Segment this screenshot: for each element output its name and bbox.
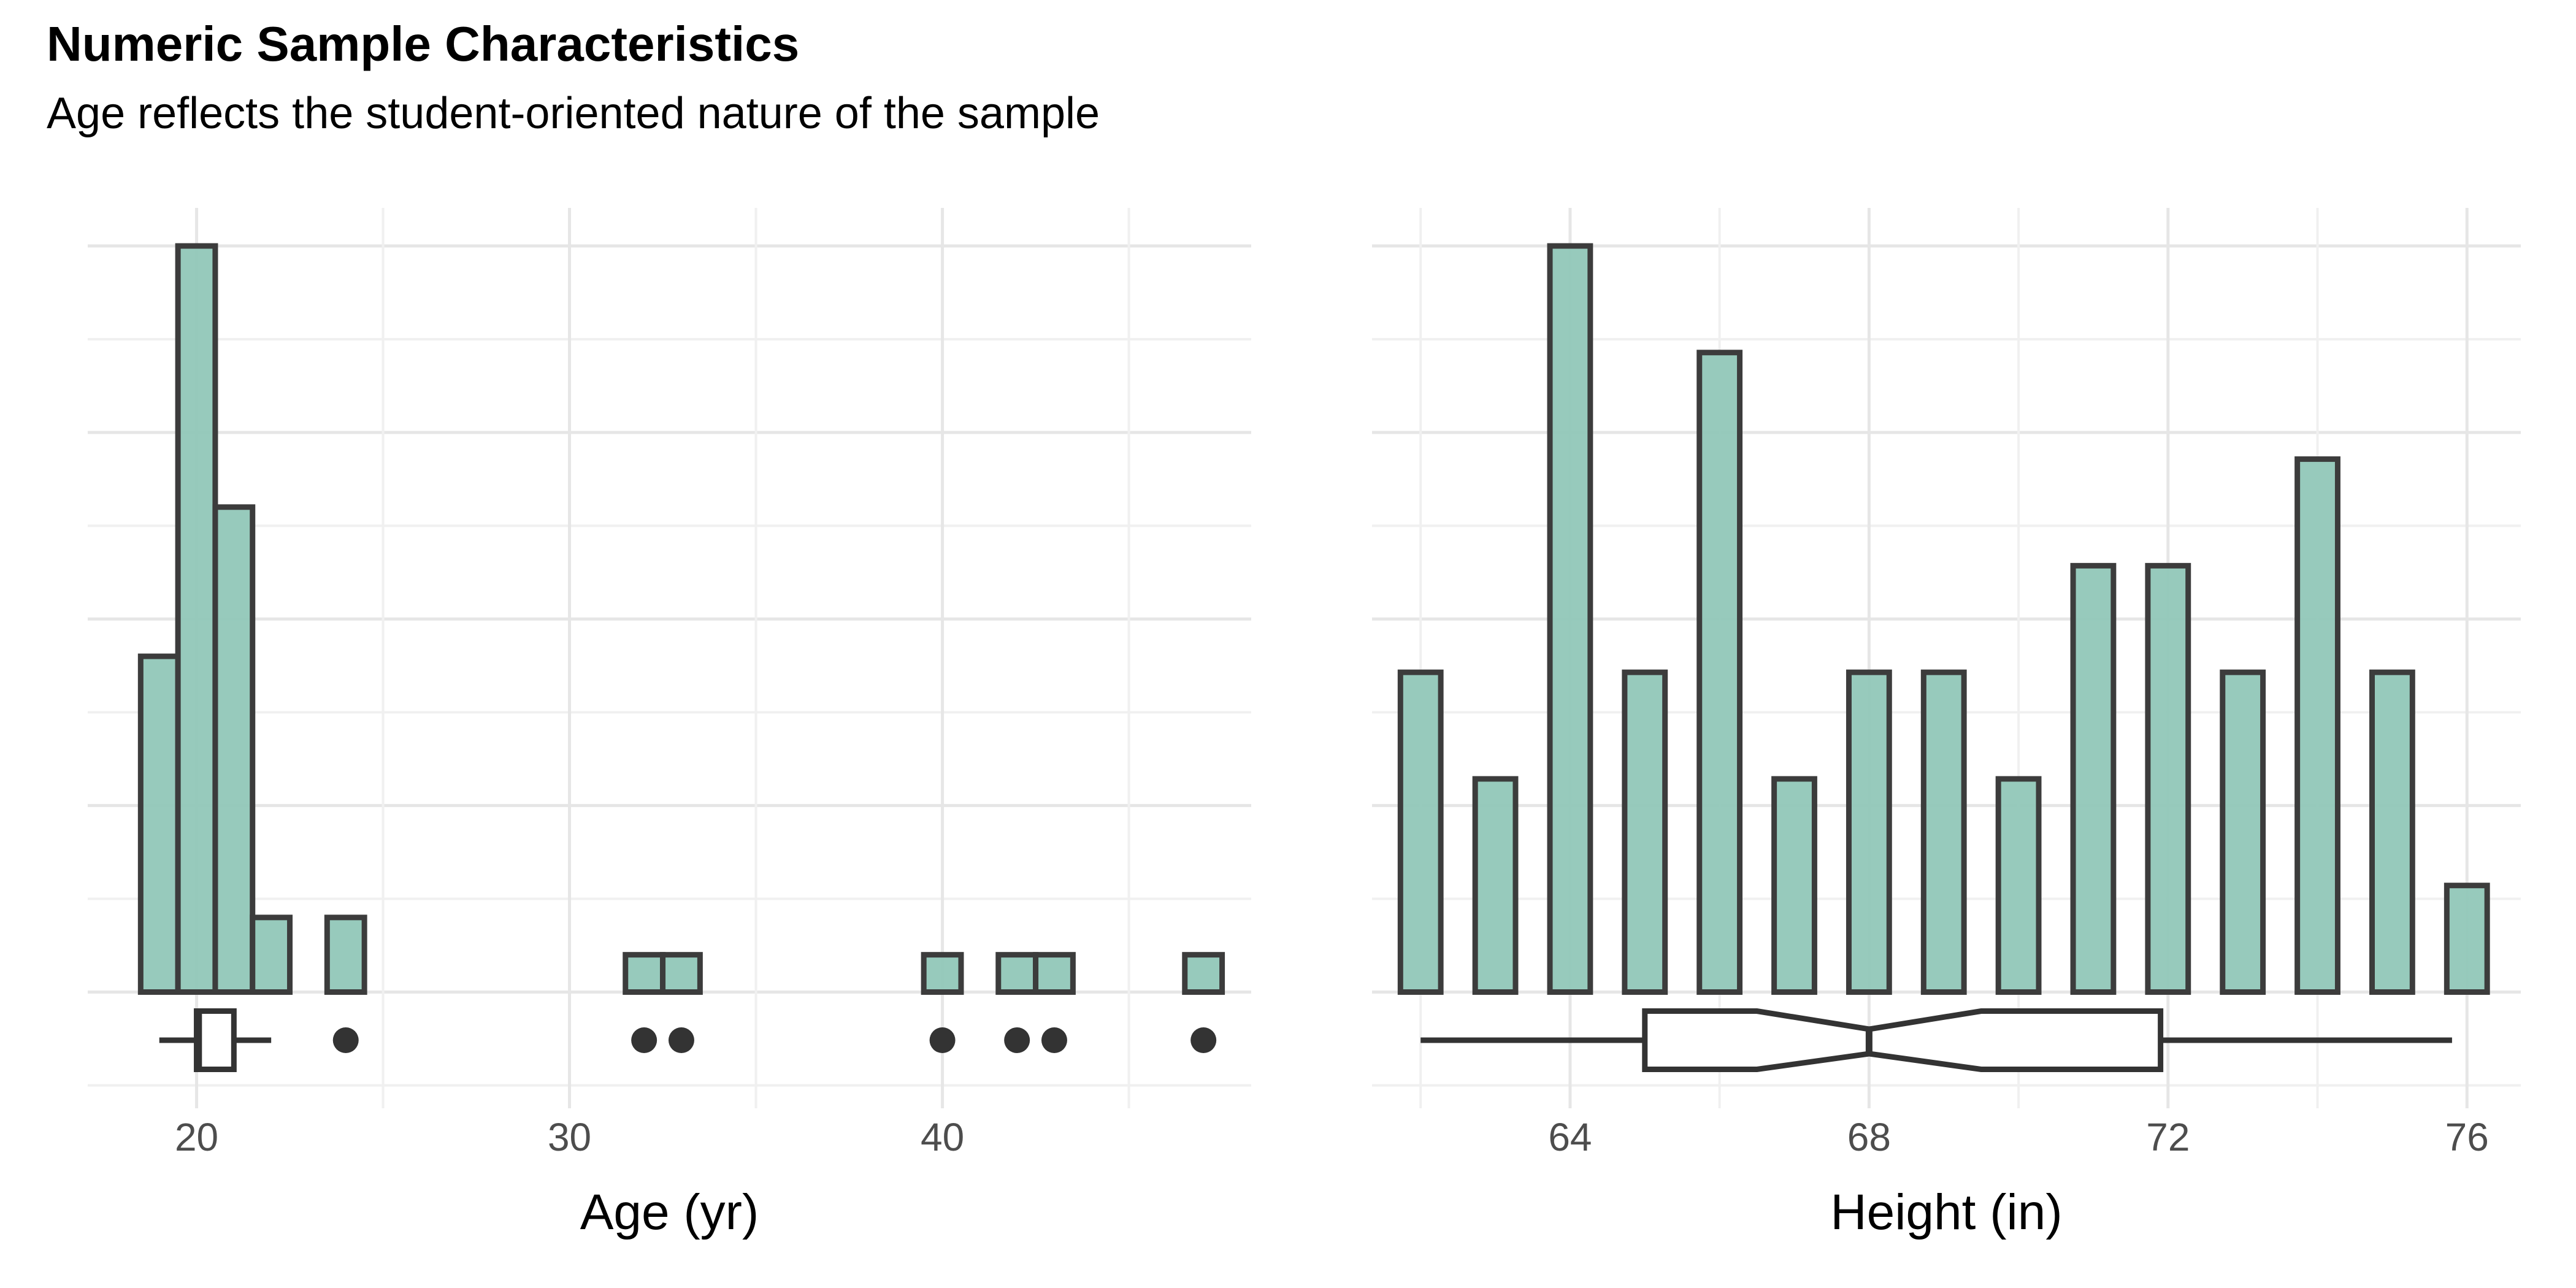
age-boxplot-outlier-dot	[1190, 1027, 1217, 1053]
chart-title: Numeric Sample Characteristics	[47, 17, 800, 71]
age-histogram-bar	[212, 504, 256, 995]
height-histogram-bar	[2145, 562, 2191, 995]
age-histogram-bar	[250, 914, 293, 995]
age-boxplot-outlier-dot	[332, 1027, 359, 1053]
age-histogram-bar	[995, 952, 1039, 995]
height-histogram-bar	[1472, 776, 1519, 995]
height-x-tick-label: 68	[1847, 1115, 1891, 1159]
age-x-axis-title: Age (yr)	[580, 1184, 759, 1240]
age-x-tick-label: 20	[175, 1115, 218, 1159]
height-x-axis-title: Height (in)	[1830, 1184, 2062, 1240]
age-histogram-bar	[660, 952, 703, 995]
height-histogram-bar	[1547, 243, 1593, 995]
age-histogram-bar	[175, 243, 218, 995]
height-histogram-bar	[1771, 776, 1817, 995]
height-x-tick-label: 72	[2146, 1115, 2190, 1159]
height-histogram-bar	[2220, 669, 2266, 995]
age-boxplot-outlier-dot	[1004, 1027, 1030, 1053]
age-boxplot-box	[194, 1008, 237, 1072]
age-boxplot-outlier-dot	[929, 1027, 956, 1053]
age-histogram-bar	[324, 914, 367, 995]
height-histogram-bar	[1696, 350, 1743, 995]
height-histogram-bar	[1622, 669, 1668, 995]
age-x-tick-label: 30	[548, 1115, 591, 1159]
age-histogram-bar	[137, 653, 181, 995]
height-histogram-bar	[1846, 669, 1892, 995]
height-histogram-bar	[2294, 456, 2340, 995]
age-boxplot-outlier-dot	[631, 1027, 657, 1053]
age-histogram-bar	[921, 952, 964, 995]
height-histogram-bar	[1920, 669, 1967, 995]
chart-subtitle: Age reflects the student-oriented nature…	[47, 89, 1100, 138]
age-boxplot-outlier-dot	[668, 1027, 694, 1053]
height-histogram-bar	[1397, 669, 1444, 995]
height-boxplot-box	[1642, 1008, 2164, 1072]
height-histogram-bar	[2444, 883, 2490, 995]
height-x-tick-label: 64	[1548, 1115, 1592, 1159]
age-boxplot-outlier-dot	[1041, 1027, 1067, 1053]
age-histogram-bar	[1182, 952, 1225, 995]
age-histogram-bar	[623, 952, 666, 995]
height-histogram-bar	[1995, 776, 2042, 995]
height-histogram-bar	[2369, 669, 2415, 995]
age-histogram-bar	[1033, 952, 1076, 995]
height-histogram-bar	[2070, 562, 2117, 995]
age-x-tick-label: 40	[921, 1115, 964, 1159]
height-x-tick-label: 76	[2445, 1115, 2489, 1159]
